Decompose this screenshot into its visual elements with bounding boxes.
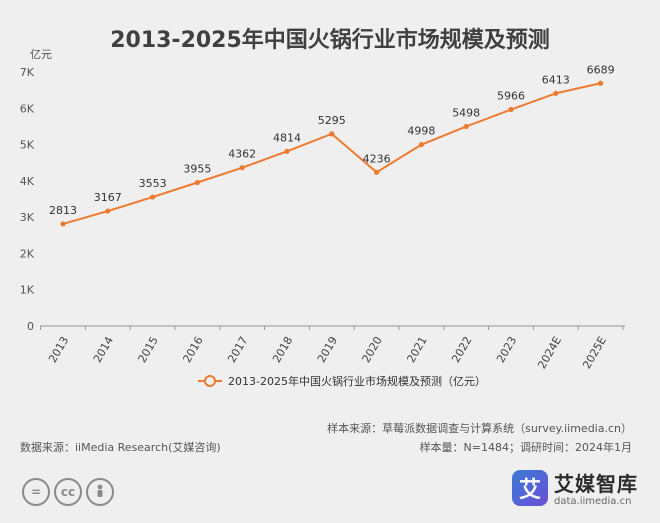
line-chart: 亿元 0 1K 2K 3K 4K 5K 6K 7K 2013 2014 2015 2016 2017 201… [20,48,625,388]
y-tick-label: 6K [20,102,35,115]
person-icon [86,478,114,506]
cc-icon: cc [54,478,82,506]
x-tick-label: 2021 [404,334,429,365]
data-label: 6689 [587,63,615,76]
data-label: 4814 [273,131,301,144]
data-label: 3955 [183,162,211,175]
license-icons: = cc [22,478,114,506]
data-label: 5295 [318,114,346,127]
legend-label: 2013-2025年中国火锅行业市场规模及预测（亿元） [228,374,486,388]
x-tick-label: 2018 [270,334,295,365]
brand: 艾 艾媒智库 data.iimedia.cn [512,468,638,507]
data-point [463,123,469,130]
x-tick-label: 2025E [580,334,609,371]
data-label: 5966 [497,90,525,103]
data-label: 4236 [363,152,391,165]
data-label: 3167 [94,191,122,204]
data-point [598,80,604,86]
data-point [329,131,335,137]
legend-marker [204,375,216,387]
x-tick-label: 2017 [225,334,250,365]
x-tick-label: 2015 [136,334,161,365]
y-tick-label: 4K [20,175,35,188]
chart-title: 2013-2025年中国火锅行业市场规模及预测 [110,28,550,53]
data-label: 2813 [49,204,77,217]
data-point [553,90,559,96]
x-tick-label: 2019 [315,334,340,365]
brand-name: 艾媒智库 [554,472,638,496]
y-tick-label: 7K [20,66,35,79]
data-point [508,106,514,113]
series-line [62,82,601,225]
brand-url: data.iimedia.cn [554,496,632,507]
data-point [105,208,111,214]
sample-info: 样本量：N=1484；调研时间：2024年1月 [419,441,632,454]
data-source: 数据来源：iiMedia Research(艾媒咨询) [20,441,221,454]
data-label: 5498 [452,107,480,120]
brand-logo: 艾 [512,469,548,506]
y-tick-label: 1K [20,284,35,297]
data-point [374,169,380,175]
data-label: 6413 [542,73,570,86]
y-tick-label: 3K [20,211,35,224]
x-tick-label: 2016 [180,334,205,365]
x-tick-label: 2014 [91,334,116,365]
data-label: 4362 [228,148,256,161]
y-tick-label: 0 [27,320,34,333]
data-point [418,142,424,148]
data-point [150,194,156,200]
x-tick-label: 2022 [449,334,474,365]
data-point [194,179,200,186]
data-point [284,148,290,154]
y-tick-label: 2K [20,247,35,260]
equals-icon: = [22,478,50,506]
x-tick-label: 2024E [535,334,564,371]
data-label: 4998 [407,125,435,138]
x-tick-label: 2020 [360,334,385,365]
y-tick-label: 5K [20,139,35,152]
data-label: 3553 [139,177,167,190]
x-tick-label: 2013 [46,334,71,365]
data-point [60,221,66,227]
y-axis-label: 亿元 [30,48,52,61]
sample-source: 样本来源：草莓派数据调查与计算系统（survey.iimedia.cn） [327,422,632,435]
x-tick-label: 2023 [494,334,519,365]
data-point [239,165,245,171]
